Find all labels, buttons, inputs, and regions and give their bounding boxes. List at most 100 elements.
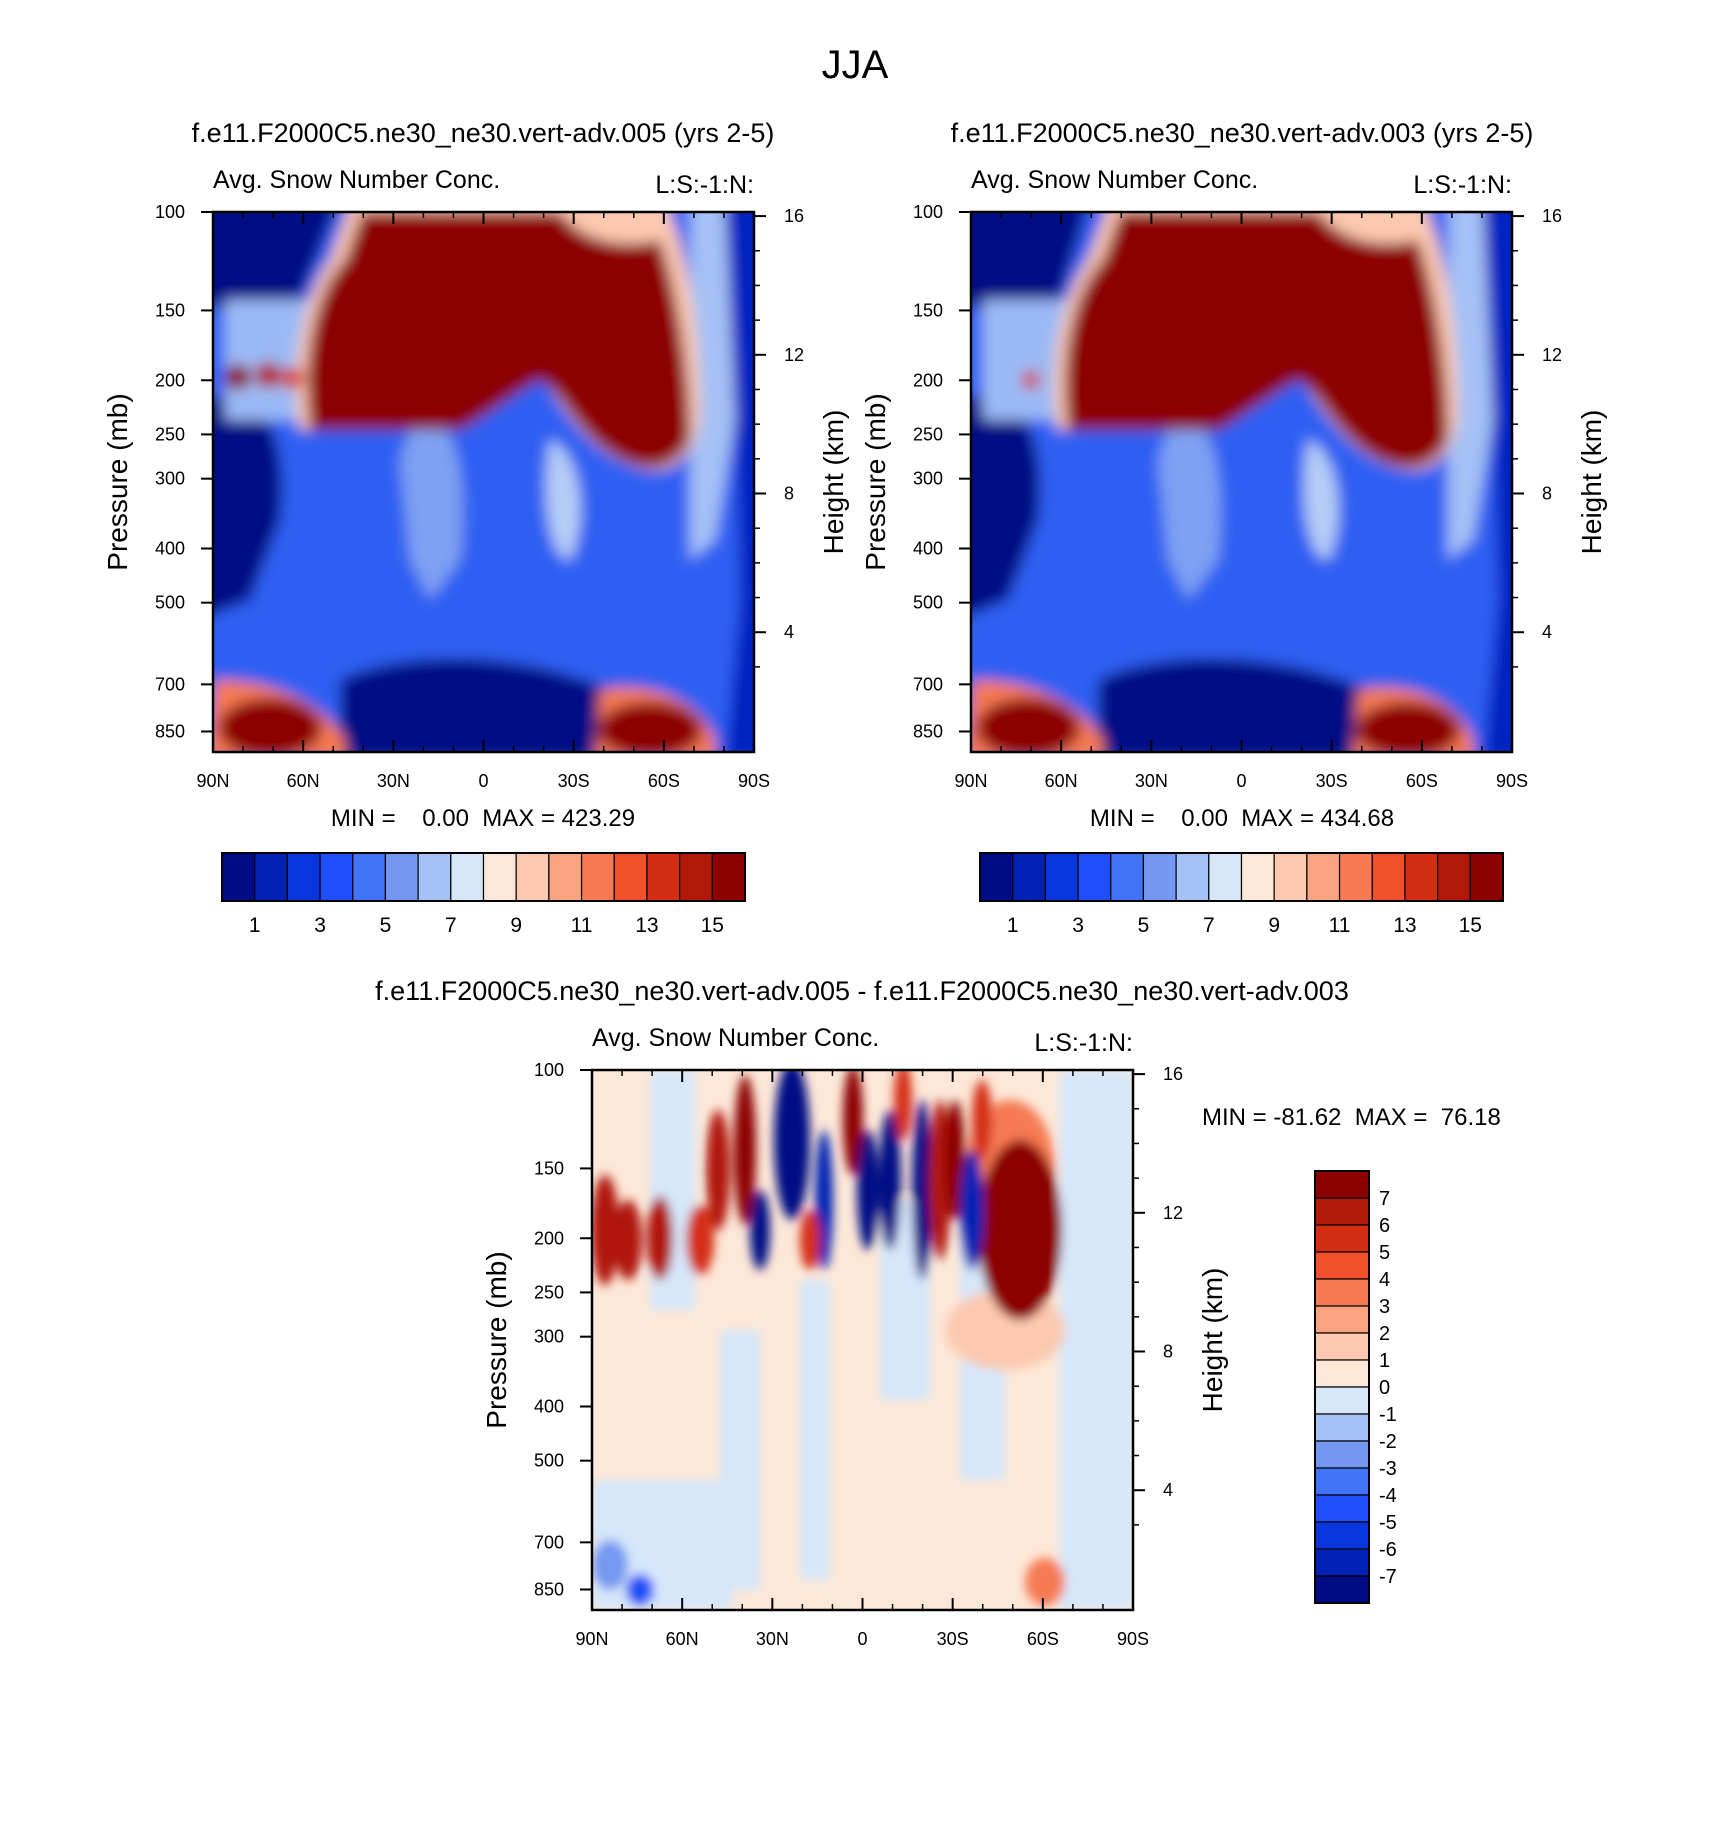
panel-c-colorbar-bin — [1314, 1413, 1370, 1442]
panel-c-contour-field — [592, 1070, 1133, 1610]
panel-a-x-tick-label: 90N — [196, 771, 229, 791]
panel-c-y-tick-label: 850 — [534, 1579, 564, 1599]
panel-a-colorbar-label: 13 — [635, 914, 658, 937]
panel-b-colorbar-bin — [1437, 852, 1471, 902]
panel-c-y2-axis-label: Height (km) — [1197, 1268, 1228, 1413]
panel-a-colorbar-bin — [221, 852, 256, 902]
panel-b-colorbar-bin — [1208, 852, 1243, 902]
panel-a-y-tick-label: 700 — [155, 674, 185, 694]
panel-b-corner-label: L:S:-1:N: — [1413, 171, 1512, 199]
panel-a-y-tick-label: 100 — [155, 202, 185, 222]
panel-a-colorbar-bin — [450, 852, 485, 902]
panel-b-x-tick-label: 90S — [1496, 771, 1528, 791]
panel-c-colorbar-bin — [1314, 1251, 1370, 1280]
panel-c-y2-tick-label: 8 — [1163, 1342, 1173, 1362]
panel-b-colorbar-label: 11 — [1329, 914, 1351, 937]
panel-c-colorbar-label: 7 — [1379, 1188, 1390, 1210]
panel-c-case-title: f.e11.F2000C5.ne30_ne30.vert-adv.005 - f… — [375, 976, 1349, 1006]
panel-c-colorbar-bin — [1314, 1440, 1370, 1469]
panel-b-y-tick-label: 500 — [913, 593, 943, 613]
panel-a-x-tick-label: 90S — [738, 771, 770, 791]
panel-b-colorbar-bin — [1142, 852, 1177, 902]
panel-b-colorbar-bin — [1240, 852, 1275, 902]
panel-c-x-tick-label: 30N — [756, 1629, 789, 1649]
panel-c-x-tick-label: 60S — [1027, 1629, 1059, 1649]
panel-b-colorbar-label: 13 — [1393, 914, 1416, 937]
panel-b-colorbar-label: 5 — [1138, 914, 1150, 937]
panel-c-colorbar-label: -1 — [1379, 1404, 1397, 1426]
panel-b-colorbar-bin — [1273, 852, 1308, 902]
panel-a-x-tick-label: 30S — [558, 771, 590, 791]
panel-b-y-tick-label: 100 — [913, 202, 943, 222]
panel-b-colorbar-bin — [1371, 852, 1406, 902]
panel-a-y2-axis-label: Height (km) — [818, 410, 849, 555]
panel-a-colorbar-bin — [254, 852, 288, 902]
panel-c-x-tick-label: 0 — [857, 1629, 867, 1649]
panel-c-colorbar-bin — [1314, 1359, 1370, 1388]
panel-b-contour-field — [971, 212, 1512, 752]
panel-b-x-tick-label: 60N — [1045, 771, 1078, 791]
panel-b-colorbar-label: 7 — [1203, 914, 1215, 937]
panel-a-y2-tick-label: 16 — [784, 206, 804, 226]
panel-c-colorbar-bin — [1314, 1305, 1370, 1334]
panel-a-y-tick-label: 400 — [155, 539, 185, 559]
panel-c-colorbar: 7 6 5 4 3 2 1 0 -1 -2 -3 -4 -5 -6 -7 — [1314, 1170, 1397, 1604]
panel-b-y-tick-label: 150 — [913, 300, 943, 320]
panel-b-y-tick-label: 200 — [913, 370, 943, 390]
panel-a-colorbar-label: 15 — [701, 914, 724, 937]
panel-b-case-title: f.e11.F2000C5.ne30_ne30.vert-adv.003 (yr… — [951, 118, 1534, 148]
panel-a-variable: Avg. Snow Number Conc. — [213, 166, 500, 194]
panel-c-colorbar-label: 0 — [1379, 1377, 1390, 1399]
panel-c-colorbar-label: -4 — [1379, 1485, 1397, 1507]
panel-b-colorbar-bin — [1077, 852, 1112, 902]
panel-a-x-tick-label: 60N — [287, 771, 320, 791]
panel-c-colorbar-label: -7 — [1379, 1566, 1397, 1588]
panel-a-colorbar-label: 3 — [314, 914, 326, 937]
panel-a-colorbar-bin — [711, 852, 746, 902]
panel-c-colorbar-bin — [1314, 1332, 1370, 1361]
panel-c-colorbar-bin — [1314, 1197, 1370, 1226]
panel-b-x-tick-label: 60S — [1406, 771, 1438, 791]
panel-c-colorbar-label: -3 — [1379, 1458, 1397, 1480]
panel-c-colorbar-label: -6 — [1379, 1539, 1397, 1561]
panel-a-y2-tick-label: 8 — [784, 484, 794, 504]
panel-c-colorbar-bin — [1314, 1575, 1370, 1604]
panel-a-y-tick-label: 850 — [155, 721, 185, 741]
panel-a-colorbar-frame — [221, 852, 746, 902]
panel-c-x-tick-label: 30S — [937, 1629, 969, 1649]
panel-a-colorbar-bin — [548, 852, 583, 902]
panel-a-colorbar-bin — [679, 852, 713, 902]
panel-b-colorbar-label: 9 — [1268, 914, 1280, 937]
panel-c-x-tick-label: 60N — [666, 1629, 699, 1649]
panel-c-colorbar-bin — [1314, 1548, 1370, 1577]
panel-b-colorbar-bin — [979, 852, 1014, 902]
panel-b-y-tick-label: 700 — [913, 674, 943, 694]
panel-a-colorbar: 1 3 5 7 9 11 13 15 — [221, 852, 746, 937]
panel-b-colorbar-bin — [1175, 852, 1210, 902]
panel-b-x-tick-label: 30N — [1135, 771, 1168, 791]
panel-b-colorbar-label: 1 — [1007, 914, 1019, 937]
panel-a-colorbar-label: 9 — [510, 914, 522, 937]
panel-c-y-tick-label: 700 — [534, 1532, 564, 1552]
panel-c-colorbar-label: 6 — [1379, 1215, 1390, 1237]
panel-b-colorbar-frame — [979, 852, 1504, 902]
panel-c-y-tick-label: 500 — [534, 1451, 564, 1471]
panel-c-colorbar-label: 2 — [1379, 1323, 1390, 1345]
panel-a-colorbar-bin — [352, 852, 387, 902]
panel-b-colorbar-label: 15 — [1459, 914, 1482, 937]
panel-c: f.e11.F2000C5.ne30_ne30.vert-adv.005 - f… — [375, 976, 1501, 1649]
panel-c-x-tick-label: 90S — [1117, 1629, 1149, 1649]
panel-a-colorbar-bin — [482, 852, 517, 902]
panel-a-colorbar-bin — [286, 852, 321, 902]
panel-c-colorbar-bin — [1314, 1467, 1370, 1496]
panel-a-y2-tick-label: 4 — [784, 622, 794, 642]
panel-c-stats: MIN = -81.62 MAX = 76.18 — [1202, 1104, 1501, 1131]
panel-a-colorbar-bin — [384, 852, 419, 902]
panel-a-y-tick-label: 300 — [155, 469, 185, 489]
panel-c-colorbar-label: -5 — [1379, 1512, 1397, 1534]
panel-c-colorbar-bin — [1314, 1170, 1370, 1199]
panel-b-stats: MIN = 0.00 MAX = 434.68 — [1090, 805, 1394, 832]
figure-title: JJA — [822, 43, 889, 87]
panel-c-y-tick-label: 250 — [534, 1282, 564, 1302]
panel-a-y-tick-label: 250 — [155, 424, 185, 444]
